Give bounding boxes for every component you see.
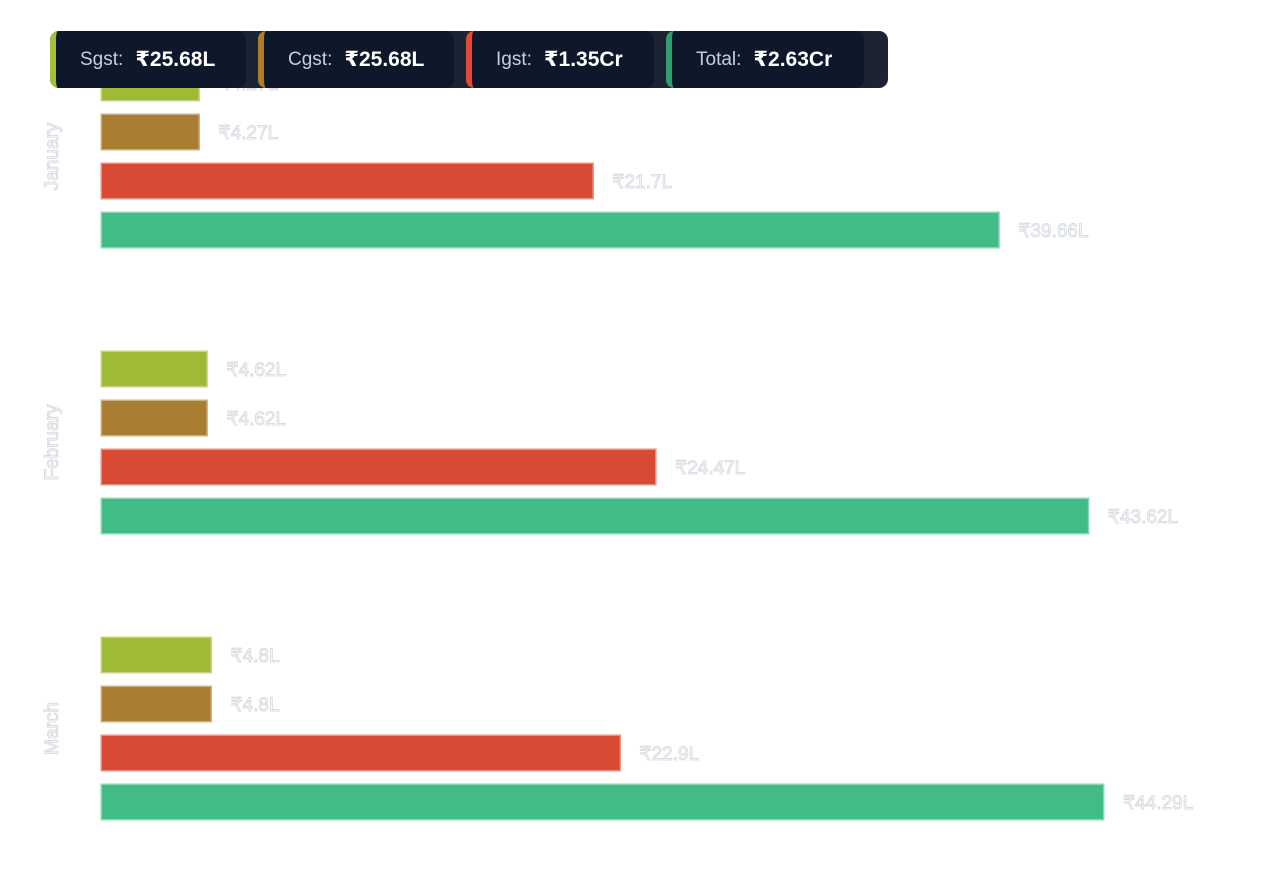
summary-card-sgst: Sgst: ₹25.68L <box>50 31 246 88</box>
data-label-january-total: ₹39.66L <box>1018 221 1088 242</box>
data-label-february-total: ₹43.62L <box>1108 507 1178 528</box>
bar-february-sgst[interactable] <box>100 350 208 388</box>
summary-value-total: ₹2.63Cr <box>753 48 833 71</box>
summary-card-igst: Igst: ₹1.35Cr <box>466 31 654 88</box>
bar-february-total[interactable] <box>100 497 1090 535</box>
category-label-march: March <box>42 702 63 755</box>
summary-card-total: Total: ₹2.63Cr <box>666 31 864 88</box>
summary-value-cgst: ₹25.68L <box>344 48 425 71</box>
bar-january-cgst[interactable] <box>100 113 201 151</box>
category-label-february: February <box>42 404 63 481</box>
data-label-february-igst: ₹24.47L <box>675 458 745 479</box>
data-label-january-igst: ₹21.7L <box>612 172 672 193</box>
bar-march-total[interactable] <box>100 783 1105 821</box>
bar-march-igst[interactable] <box>100 734 622 772</box>
bar-march-sgst[interactable] <box>100 636 212 674</box>
bar-february-cgst[interactable] <box>100 399 208 437</box>
summary-bar: Sgst: ₹25.68L Cgst: ₹25.68L Igst: ₹1.35C… <box>50 31 888 88</box>
bar-march-cgst[interactable] <box>100 685 212 723</box>
data-label-march-total: ₹44.29L <box>1123 793 1193 814</box>
summary-value-sgst: ₹25.68L <box>135 48 216 71</box>
bar-january-igst[interactable] <box>100 162 594 200</box>
data-label-february-sgst: ₹4.62L <box>226 360 286 381</box>
bar-february-igst[interactable] <box>100 448 657 486</box>
summary-label-sgst: Sgst: <box>80 48 124 70</box>
summary-label-total: Total: <box>696 48 742 70</box>
data-label-march-igst: ₹22.9L <box>640 744 700 765</box>
category-label-january: January <box>42 122 63 190</box>
data-label-march-cgst: ₹4.8L <box>230 695 279 716</box>
data-label-february-cgst: ₹4.62L <box>226 409 286 430</box>
summary-label-igst: Igst: <box>496 48 532 70</box>
bar-january-total[interactable] <box>100 211 1000 249</box>
data-label-march-sgst: ₹4.8L <box>230 646 279 667</box>
summary-card-cgst: Cgst: ₹25.68L <box>258 31 454 88</box>
data-label-january-cgst: ₹4.27L <box>219 123 279 144</box>
summary-value-igst: ₹1.35Cr <box>543 48 623 71</box>
summary-label-cgst: Cgst: <box>288 48 333 70</box>
